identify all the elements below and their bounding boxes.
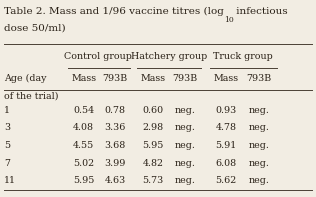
- Text: 5.91: 5.91: [215, 141, 237, 150]
- Text: 11: 11: [4, 176, 16, 185]
- Text: 4.78: 4.78: [216, 123, 236, 132]
- Text: neg.: neg.: [174, 106, 195, 115]
- Text: 3.99: 3.99: [105, 159, 126, 168]
- Text: 0.78: 0.78: [105, 106, 126, 115]
- Text: 10: 10: [224, 16, 234, 24]
- Text: Truck group: Truck group: [213, 52, 273, 61]
- Text: 5.73: 5.73: [143, 176, 164, 185]
- Text: neg.: neg.: [249, 106, 270, 115]
- Text: 793B: 793B: [103, 74, 128, 83]
- Text: neg.: neg.: [174, 159, 195, 168]
- Text: neg.: neg.: [249, 123, 270, 132]
- Text: 0.54: 0.54: [73, 106, 94, 115]
- Text: 0.60: 0.60: [143, 106, 164, 115]
- Text: dose 50/ml): dose 50/ml): [4, 24, 65, 33]
- Text: Mass: Mass: [213, 74, 239, 83]
- Text: 2.98: 2.98: [143, 123, 164, 132]
- Text: 6.08: 6.08: [216, 159, 236, 168]
- Text: 793B: 793B: [172, 74, 198, 83]
- Text: Table 2. Mass and 1/96 vaccine titres (log: Table 2. Mass and 1/96 vaccine titres (l…: [4, 7, 224, 16]
- Text: neg.: neg.: [174, 176, 195, 185]
- Text: 3.68: 3.68: [105, 141, 126, 150]
- Text: 5.95: 5.95: [73, 176, 94, 185]
- Text: neg.: neg.: [249, 141, 270, 150]
- Text: Control group: Control group: [64, 52, 132, 61]
- Text: 3.36: 3.36: [105, 123, 126, 132]
- Text: Age (day: Age (day: [4, 74, 46, 83]
- Text: 5.95: 5.95: [143, 141, 164, 150]
- Text: Mass: Mass: [141, 74, 166, 83]
- Text: 7: 7: [4, 159, 10, 168]
- Text: 4.82: 4.82: [143, 159, 164, 168]
- Text: of the trial): of the trial): [4, 92, 58, 101]
- Text: 5.62: 5.62: [215, 176, 237, 185]
- Text: 793B: 793B: [246, 74, 272, 83]
- Text: 3: 3: [4, 123, 10, 132]
- Text: infectious: infectious: [234, 7, 288, 16]
- Text: 5.02: 5.02: [73, 159, 94, 168]
- Text: 4.55: 4.55: [73, 141, 94, 150]
- Text: 0.93: 0.93: [215, 106, 237, 115]
- Text: neg.: neg.: [249, 176, 270, 185]
- Text: 4.63: 4.63: [105, 176, 126, 185]
- Text: neg.: neg.: [174, 141, 195, 150]
- Text: 1: 1: [4, 106, 10, 115]
- Text: neg.: neg.: [249, 159, 270, 168]
- Text: neg.: neg.: [174, 123, 195, 132]
- Text: 5: 5: [4, 141, 10, 150]
- Text: Hatchery group: Hatchery group: [131, 52, 207, 61]
- Text: Mass: Mass: [71, 74, 96, 83]
- Text: 4.08: 4.08: [73, 123, 94, 132]
